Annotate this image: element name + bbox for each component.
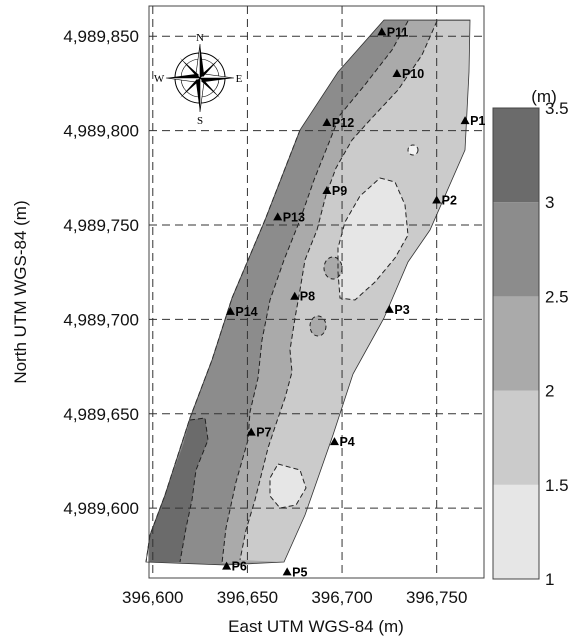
sample-point-label: P8 [300, 290, 315, 304]
x-tick-label: 396,700 [311, 588, 372, 607]
x-tick-label: 396,750 [406, 588, 467, 607]
sample-point-marker [384, 304, 394, 313]
colorbar-tick-label: 1.5 [545, 476, 568, 495]
colorbar-swatch [493, 390, 539, 485]
x-axis-title: East UTM WGS-84 (m) [228, 617, 404, 636]
sample-point-marker [246, 427, 256, 436]
compass-rose-icon: N S E W [154, 32, 243, 127]
colorbar-tick-label: 3 [545, 193, 554, 212]
colorbar-frame [492, 107, 540, 580]
colorbar: 1 1.5 2 2.5 3 3.5 [492, 99, 568, 589]
sample-point-label: P3 [394, 303, 409, 317]
compass-north-label: N [196, 32, 204, 44]
sample-point-label: P11 [387, 25, 409, 39]
x-tick-label: 396,650 [217, 588, 278, 607]
contour-fill-group [149, 20, 470, 565]
sample-point-label: P2 [442, 193, 457, 207]
sample-point-label: P12 [332, 116, 354, 130]
colorbar-tick-label: 2.5 [545, 287, 568, 306]
sample-point-marker [282, 567, 292, 576]
sample-point-label: P10 [402, 67, 424, 81]
sample-point-marker [377, 27, 387, 36]
sample-point-marker [322, 118, 332, 127]
contour-level-1-1.5 [270, 464, 306, 508]
y-axis-title: North UTM WGS-84 (m) [11, 200, 30, 383]
sample-point-label: P6 [232, 560, 247, 574]
sample-point-marker [432, 195, 442, 204]
sample-point-label: P9 [332, 184, 347, 198]
x-tick-labels: 396,600 396,650 396,700 396,750 [122, 588, 467, 607]
sample-point-marker [273, 212, 283, 221]
colorbar-swatch [493, 484, 539, 579]
sample-point-marker [460, 116, 470, 125]
sample-point-marker [225, 306, 235, 315]
colorbar-swatch [493, 108, 539, 203]
x-tick-label: 396,600 [122, 588, 183, 607]
y-tick-label: 4,989,600 [63, 499, 139, 518]
colorbar-unit: (m) [531, 87, 556, 106]
compass-south-label: S [197, 115, 203, 127]
survey-boundary [145, 19, 471, 566]
y-tick-label: 4,989,700 [63, 310, 139, 329]
contour-level-1-1.5 [338, 178, 408, 300]
grid-lines [149, 6, 484, 578]
sample-point-label: P14 [235, 305, 257, 319]
y-tick-labels: 4,989,600 4,989,650 4,989,700 4,989,750 4,98… [63, 27, 139, 518]
y-tick-label: 4,989,650 [63, 405, 139, 424]
sample-point-marker [392, 68, 402, 77]
sample-point-label: P13 [283, 210, 305, 224]
contour-level-3-3.5 [149, 418, 208, 562]
sample-points: P1 P2 P3 P4 P5 P6 P7 P8 P9 P10 P11 P12 P13 P14 [222, 25, 485, 579]
compass-east-label: E [236, 73, 243, 85]
colorbar-swatch [493, 202, 539, 297]
sample-point-marker [222, 561, 232, 570]
compass-west-label: W [154, 73, 165, 85]
sample-point-label: P5 [292, 565, 307, 579]
sample-point-label: P7 [256, 426, 271, 440]
y-tick-label: 4,989,800 [63, 122, 139, 141]
colorbar-tick-label: 2 [545, 382, 554, 401]
sample-point-label: P4 [339, 435, 354, 449]
sample-point-marker [290, 291, 300, 300]
sample-point-marker [329, 437, 339, 446]
colorbar-tick-label: 3.5 [545, 99, 568, 118]
y-tick-label: 4,989,850 [63, 27, 139, 46]
sample-point-marker [322, 186, 332, 195]
colorbar-swatch [493, 296, 539, 391]
sample-point-label: P1 [470, 114, 485, 128]
colorbar-tick-label: 1 [545, 570, 554, 589]
y-tick-label: 4,989,750 [63, 216, 139, 235]
